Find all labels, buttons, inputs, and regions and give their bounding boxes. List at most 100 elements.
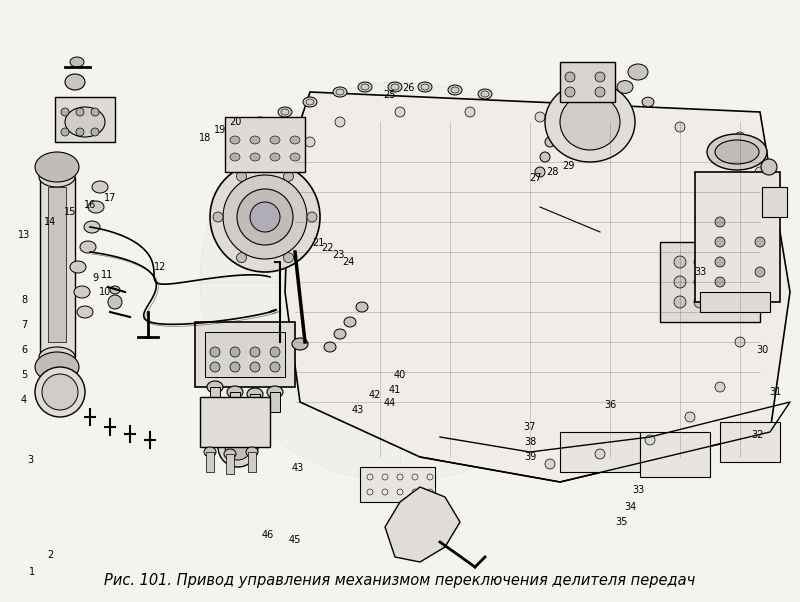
Ellipse shape	[283, 253, 294, 262]
Polygon shape	[385, 487, 460, 562]
Ellipse shape	[283, 172, 294, 181]
Text: 45: 45	[289, 535, 301, 545]
Ellipse shape	[694, 256, 706, 268]
Ellipse shape	[223, 175, 307, 259]
Ellipse shape	[418, 82, 432, 92]
Ellipse shape	[35, 352, 79, 382]
Ellipse shape	[91, 128, 99, 136]
Ellipse shape	[617, 81, 633, 93]
Text: 34: 34	[624, 502, 636, 512]
Ellipse shape	[715, 382, 725, 392]
Ellipse shape	[333, 87, 347, 97]
Ellipse shape	[395, 107, 405, 117]
Text: 20: 20	[229, 117, 241, 127]
Ellipse shape	[74, 286, 90, 298]
Ellipse shape	[714, 276, 726, 288]
Text: 29: 29	[562, 161, 574, 171]
Ellipse shape	[230, 136, 240, 144]
Ellipse shape	[250, 362, 260, 372]
Ellipse shape	[61, 108, 69, 116]
Ellipse shape	[465, 107, 475, 117]
Ellipse shape	[715, 257, 725, 267]
Ellipse shape	[324, 342, 336, 352]
Bar	[195, 322, 295, 387]
Ellipse shape	[545, 459, 555, 469]
Ellipse shape	[250, 153, 260, 161]
Ellipse shape	[290, 153, 300, 161]
Ellipse shape	[70, 57, 84, 67]
Ellipse shape	[448, 85, 462, 95]
Ellipse shape	[39, 347, 75, 367]
Text: 8: 8	[21, 295, 27, 305]
Ellipse shape	[565, 72, 575, 82]
Bar	[210, 387, 220, 407]
Ellipse shape	[755, 267, 765, 277]
Bar	[720, 422, 780, 462]
Ellipse shape	[250, 347, 260, 357]
Text: 43: 43	[292, 463, 304, 473]
Ellipse shape	[270, 347, 280, 357]
Ellipse shape	[410, 512, 434, 542]
Text: 13: 13	[18, 230, 30, 240]
Ellipse shape	[207, 381, 223, 393]
Text: 4: 4	[21, 395, 27, 405]
Ellipse shape	[305, 137, 315, 147]
Ellipse shape	[694, 276, 706, 288]
Text: 6: 6	[21, 345, 27, 355]
Text: 24: 24	[342, 257, 354, 267]
Ellipse shape	[674, 256, 686, 268]
Ellipse shape	[210, 347, 220, 357]
Ellipse shape	[565, 87, 575, 97]
Ellipse shape	[253, 117, 267, 127]
Ellipse shape	[84, 221, 100, 233]
Ellipse shape	[247, 388, 263, 400]
Ellipse shape	[65, 74, 85, 90]
Ellipse shape	[595, 72, 605, 82]
Ellipse shape	[278, 107, 292, 117]
Ellipse shape	[545, 137, 555, 147]
Ellipse shape	[70, 261, 86, 273]
Text: 40: 40	[394, 370, 406, 380]
Text: 33: 33	[632, 485, 644, 495]
Bar	[48, 187, 66, 342]
Ellipse shape	[334, 329, 346, 339]
Ellipse shape	[714, 256, 726, 268]
Ellipse shape	[714, 296, 726, 308]
Ellipse shape	[642, 97, 654, 107]
Bar	[226, 454, 234, 474]
Ellipse shape	[535, 112, 545, 122]
Text: 35: 35	[616, 517, 628, 527]
Ellipse shape	[110, 286, 120, 294]
Text: 17: 17	[104, 193, 116, 203]
Text: 9: 9	[92, 273, 98, 283]
Bar	[205, 332, 285, 377]
Ellipse shape	[356, 302, 368, 312]
Ellipse shape	[39, 167, 75, 187]
Ellipse shape	[237, 253, 246, 262]
Text: 5: 5	[21, 370, 27, 380]
Text: 44: 44	[384, 398, 396, 408]
Ellipse shape	[735, 132, 745, 142]
Text: 36: 36	[604, 400, 616, 410]
Ellipse shape	[292, 338, 308, 350]
Ellipse shape	[218, 427, 258, 467]
Ellipse shape	[270, 153, 280, 161]
Text: 3: 3	[27, 455, 33, 465]
Ellipse shape	[76, 128, 84, 136]
Ellipse shape	[595, 87, 605, 97]
Ellipse shape	[715, 277, 725, 287]
Ellipse shape	[290, 136, 300, 144]
Text: 43: 43	[352, 405, 364, 415]
Bar	[560, 432, 640, 472]
Ellipse shape	[80, 241, 96, 253]
Text: 26: 26	[402, 83, 414, 93]
Text: 33: 33	[694, 267, 706, 277]
Ellipse shape	[540, 152, 550, 162]
Bar	[225, 117, 305, 172]
Ellipse shape	[270, 136, 280, 144]
Ellipse shape	[88, 201, 104, 213]
Text: 41: 41	[389, 385, 401, 395]
Ellipse shape	[388, 82, 402, 92]
Text: 23: 23	[332, 250, 344, 260]
Ellipse shape	[755, 237, 765, 247]
